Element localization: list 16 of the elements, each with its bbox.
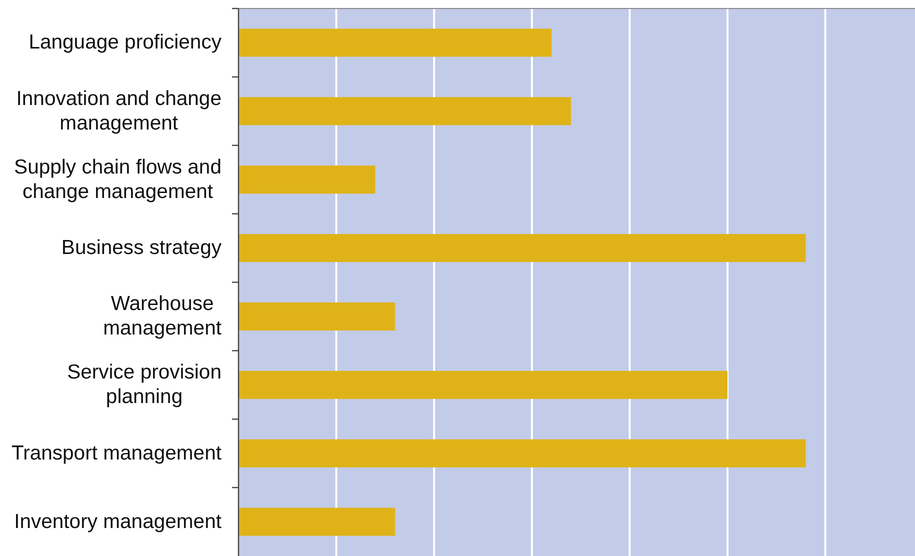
y-tick-label: Transport management [11,442,222,464]
bar [238,28,552,57]
y-tick-label: Innovation and change management [16,88,222,134]
y-tick-label: Warehouse management [103,293,222,340]
bar [238,439,806,468]
bar [238,370,728,399]
bar [238,234,806,262]
y-tick-label: Supply chain flows and change management [14,156,222,203]
bar [238,508,396,536]
bar [238,302,396,330]
bar [238,97,571,126]
y-tick-label: Inventory management [14,510,222,533]
y-tick-label: Business strategy [61,237,222,260]
y-tick-label: Service provision planning [67,362,222,408]
y-tick-label: Language proficiency [28,32,222,54]
bar [238,166,376,194]
